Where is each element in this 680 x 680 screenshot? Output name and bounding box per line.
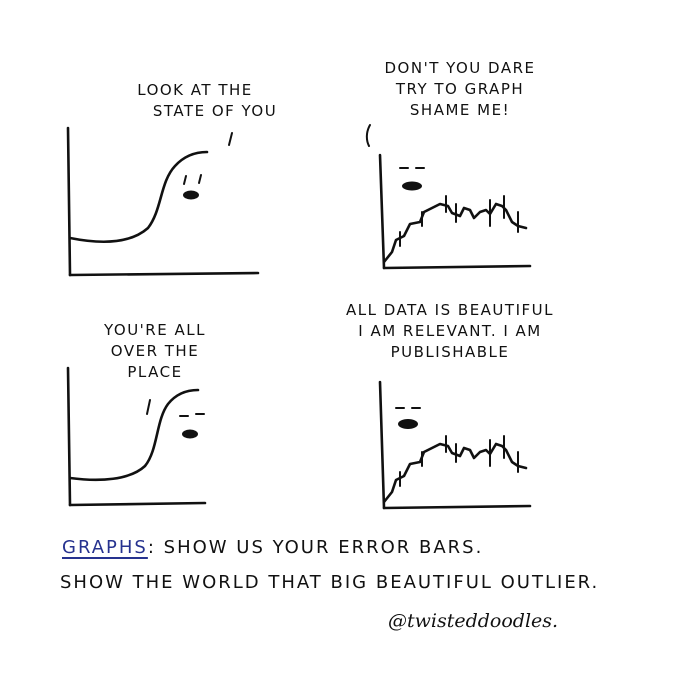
graphs-word: GRAPHS: [62, 537, 148, 558]
caption-line-2: SHOW THE WORLD THAT BIG BEAUTIFUL OUTLIE…: [60, 572, 600, 593]
smooth-curve: [68, 150, 209, 243]
noisy-curve: [382, 202, 528, 264]
panel-2-drawing: [365, 124, 532, 270]
x-axis: [68, 501, 207, 507]
panel-1-drawing: [66, 126, 260, 277]
panel-2-speech: DON'T YOU DARE TRY TO GRAPH SHAME ME!: [360, 58, 560, 121]
caption-line-1-rest: : SHOW US YOUR ERROR BARS.: [147, 537, 484, 558]
speech-line: DON'T YOU DARE: [384, 59, 536, 77]
panel-4-speech: ALL DATA IS BEAUTIFUL I AM RELEVANT. I A…: [300, 300, 600, 363]
panel-3-speech: YOU'RE ALL OVER THE PLACE: [80, 320, 230, 383]
caption-line-1: GRAPHS: SHOW US YOUR ERROR BARS.: [62, 537, 483, 558]
y-axis: [378, 153, 386, 270]
speech-line: I AM RELEVANT. I AM: [358, 322, 542, 340]
speech-line: STATE OF YOU: [152, 102, 278, 120]
speech-line: PUBLISHABLE: [390, 343, 510, 361]
panel-4: ALL DATA IS BEAUTIFUL I AM RELEVANT. I A…: [340, 290, 680, 530]
speech-tick: [228, 132, 233, 146]
mouth: [398, 419, 418, 429]
mouth: [402, 181, 422, 191]
speech-line: OVER THE: [110, 342, 200, 360]
y-axis: [66, 126, 72, 277]
noisy-curve: [382, 442, 528, 504]
x-axis: [382, 264, 532, 270]
x-axis: [382, 504, 532, 510]
signature: @twisteddoodles.: [388, 610, 559, 632]
speech-tick: [365, 124, 371, 147]
smooth-curve: [68, 388, 200, 482]
error-bar: [399, 435, 519, 487]
speech-tick: [146, 399, 151, 415]
speech-line: TRY TO GRAPH: [395, 80, 525, 98]
y-axis: [378, 380, 386, 510]
error-bar: [399, 195, 519, 247]
speech-line: YOU'RE ALL: [104, 321, 206, 339]
eye-right: [198, 174, 202, 184]
panel-1-speech: LOOK AT THE STATE OF YOU: [95, 80, 295, 122]
eye-left: [183, 175, 187, 185]
panel-4-drawing: [378, 380, 532, 510]
mouth: [183, 190, 199, 200]
speech-line: PLACE: [127, 363, 183, 381]
speech-line: LOOK AT THE: [137, 81, 253, 99]
panel-2: DON'T YOU DARE TRY TO GRAPH SHAME ME!: [340, 0, 680, 290]
panel-1: LOOK AT THE STATE OF YOU: [0, 0, 340, 290]
speech-line: ALL DATA IS BEAUTIFUL: [346, 301, 554, 319]
speech-line: SHAME ME!: [409, 101, 511, 119]
panel-3: YOU'RE ALL OVER THE PLACE: [0, 290, 340, 530]
x-axis: [68, 271, 260, 277]
y-axis: [66, 366, 72, 507]
panel-3-drawing: [66, 366, 207, 507]
mouth: [182, 429, 198, 439]
